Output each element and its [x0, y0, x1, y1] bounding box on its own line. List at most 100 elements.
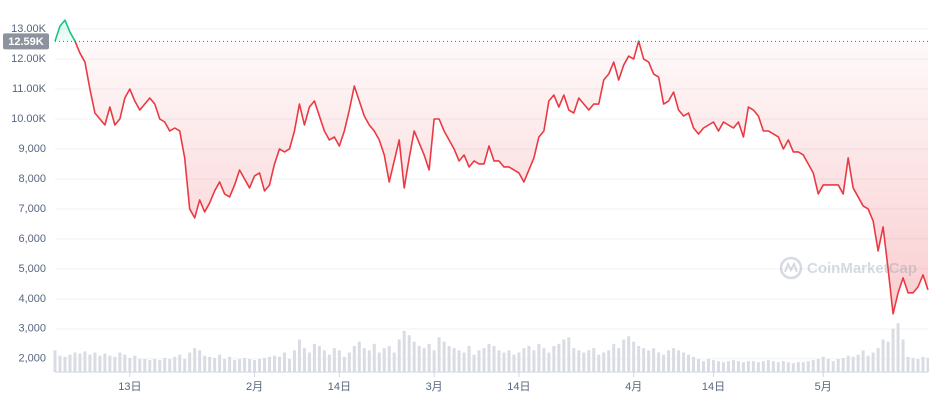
volume-bar [602, 352, 606, 372]
volume-bar [667, 350, 671, 372]
volume-bar [268, 356, 272, 372]
volume-bar [63, 356, 67, 372]
y-tick-label: 3,000 [18, 323, 46, 335]
volume-bar [836, 359, 840, 372]
volume-bar [791, 363, 795, 372]
volume-bar [297, 339, 301, 372]
y-tick-label: 13.00K [11, 23, 47, 35]
x-tick-label: 4月 [625, 381, 642, 393]
volume-bar [387, 346, 391, 372]
volume-bar [407, 335, 411, 372]
volume-bar [861, 350, 865, 372]
volume-bar [472, 354, 476, 372]
volume-bar [926, 357, 929, 372]
volume-bar [497, 350, 501, 372]
volume-bar [517, 352, 521, 372]
volume-bar [352, 346, 356, 372]
volume-bar [108, 355, 112, 372]
volume-bar [896, 323, 900, 372]
volume-bar [622, 339, 626, 372]
volume-bar [786, 362, 790, 372]
volume-bar [841, 357, 845, 372]
baseline-label-box [3, 33, 49, 50]
volume-bar [557, 343, 561, 372]
volume-bar [442, 341, 446, 372]
volume-bar [138, 359, 142, 372]
volume-bar [427, 343, 431, 372]
volume-bar [452, 348, 456, 372]
volume-bar [203, 355, 207, 372]
volume-bar [537, 343, 541, 372]
volume-bar [173, 356, 177, 372]
volume-bar [188, 352, 192, 372]
volume-bar [881, 339, 885, 372]
volume-bar [761, 361, 765, 372]
y-tick-label: 4,000 [18, 293, 46, 305]
volume-bar [507, 350, 511, 372]
y-tick-label: 5,000 [18, 263, 46, 275]
volume-bar [362, 348, 366, 372]
volume-bar [796, 362, 800, 372]
x-tick-label: 14日 [507, 381, 530, 393]
volume-bar [292, 350, 296, 372]
volume-bar [901, 339, 905, 372]
volume-bar [816, 359, 820, 372]
volume-bar [617, 348, 621, 372]
volume-bar [208, 356, 212, 372]
volume-bar [831, 361, 835, 372]
x-tick-label: 2月 [246, 381, 263, 393]
volume-bar [88, 354, 92, 372]
volume-bar [781, 361, 785, 372]
volume-bar [522, 348, 526, 372]
volume-bar [327, 354, 331, 372]
volume-bar [233, 360, 237, 372]
volume-bar [397, 339, 401, 372]
volume-bar [128, 357, 132, 372]
volume-bar [447, 346, 451, 372]
volume-bar [148, 360, 152, 372]
x-tick-label: 13日 [118, 381, 141, 393]
volume-bar [647, 350, 651, 372]
volume-bar [277, 356, 281, 372]
volume-bar [287, 359, 291, 372]
x-tick-label: 3月 [426, 381, 443, 393]
volume-bar [83, 351, 87, 372]
volume-bar [821, 356, 825, 372]
volume-bar [906, 356, 910, 372]
volume-bar [492, 346, 496, 372]
volume-bar [572, 348, 576, 372]
volume-bar [632, 341, 636, 372]
volume-bar [532, 350, 536, 372]
volume-bar [921, 356, 925, 372]
volume-bar [547, 352, 551, 372]
price-line [54, 19, 929, 315]
volume-bar [477, 350, 481, 372]
volume-bar [482, 348, 486, 372]
volume-bar [552, 346, 556, 372]
y-tick-label: 10.00K [11, 113, 47, 125]
volume-bar [168, 359, 172, 372]
volume-bar [198, 350, 202, 372]
volume-bar [332, 348, 336, 372]
y-tick-label: 9,000 [18, 143, 46, 155]
volume-bar [612, 343, 616, 372]
volume-bar [402, 330, 406, 372]
watermark: CoinMarketCap [779, 256, 917, 280]
volume-bar [642, 348, 646, 372]
volume-bar [707, 359, 711, 372]
volume-bar [512, 354, 516, 372]
y-tick-label: 2,000 [18, 353, 46, 365]
x-tick-label: 14日 [702, 381, 725, 393]
volume-bar [502, 352, 506, 372]
volume-bar [467, 346, 471, 372]
volume-bar [627, 336, 631, 372]
volume-bar [253, 360, 257, 372]
volume-bar [133, 355, 137, 372]
volume-bar [911, 357, 915, 372]
baseline-label: 12.59K [8, 36, 44, 48]
volume-bar [417, 346, 421, 372]
volume-bar [302, 348, 306, 372]
volume-bar [771, 361, 775, 372]
volume-bar [372, 343, 376, 372]
